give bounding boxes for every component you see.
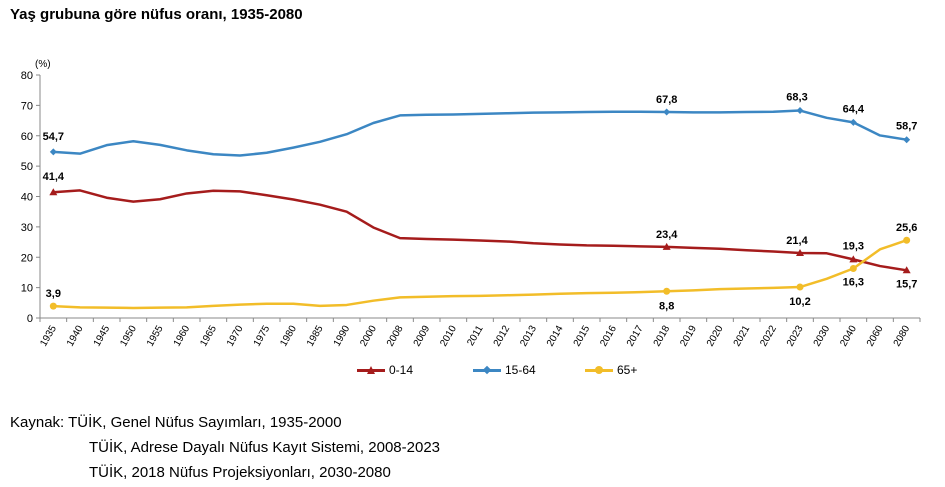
legend-marker: [482, 365, 492, 374]
x-tick-label: 1970: [225, 323, 246, 348]
x-tick-label: 2017: [625, 323, 646, 348]
data-label-15-64: 54,7: [43, 131, 64, 143]
x-tick-label: 2018: [652, 323, 673, 348]
x-tick-label: 1950: [118, 323, 139, 348]
source-row-3: TÜİK, 2018 Nüfus Projeksiyonları, 2030-2…: [10, 460, 440, 485]
source-line-3: TÜİK, 2018 Nüfus Projeksiyonları, 2030-2…: [89, 464, 391, 481]
x-tick-label: 1985: [305, 323, 326, 348]
x-tick-label: 2023: [785, 323, 806, 348]
data-point-0-14: [849, 255, 858, 263]
legend-label: 65+: [617, 363, 638, 377]
legend-swatch: [585, 365, 613, 374]
x-tick-label: 2080: [892, 323, 913, 348]
x-tick-label: 1990: [332, 323, 353, 348]
data-label-15-64: 58,7: [896, 121, 917, 133]
source-line-1: TÜİK, Genel Nüfus Sayımları, 1935-2000: [68, 414, 342, 431]
data-point-0-14: [902, 266, 911, 274]
x-tick-label: 2012: [492, 323, 513, 348]
series-line-0-14: [53, 189, 907, 272]
source-row-1: Kaynak: TÜİK, Genel Nüfus Sayımları, 193…: [10, 410, 440, 435]
x-tick-label: 1955: [145, 323, 166, 348]
x-tick-label: 2020: [705, 323, 726, 348]
x-tick-label: 1940: [65, 323, 86, 348]
y-tick-label: 70: [21, 100, 33, 112]
x-tick-label: 1935: [38, 323, 59, 348]
data-point-15-64: [49, 148, 57, 156]
data-label-15-64: 67,8: [656, 94, 677, 106]
x-tick-label: 2030: [812, 323, 833, 348]
data-point-15-64: [796, 107, 804, 115]
data-point-15-64: [903, 136, 911, 144]
x-tick-label: 2014: [545, 323, 566, 348]
legend-item-15-64: 15-64: [473, 363, 536, 377]
data-point-65: [663, 287, 671, 295]
source-note: Kaynak: TÜİK, Genel Nüfus Sayımları, 193…: [10, 410, 440, 485]
data-label-0-14: 15,7: [896, 278, 917, 290]
data-label-15-64: 64,4: [843, 103, 865, 115]
legend-item-0-14: 0-14: [357, 363, 413, 377]
data-label-15-64: 68,3: [786, 92, 807, 104]
x-tick-label: 1965: [198, 323, 219, 348]
legend-marker: [367, 365, 375, 374]
y-tick-label: 20: [21, 252, 33, 264]
data-label-65: 10,2: [789, 296, 810, 308]
data-point-0-14: [796, 248, 804, 256]
data-point-0-14: [662, 242, 671, 250]
y-tick-label: 40: [21, 192, 33, 204]
y-tick-label: 60: [21, 131, 33, 143]
data-label-0-14: 23,4: [656, 229, 678, 241]
data-label-65: 8,8: [659, 300, 674, 312]
data-label-0-14: 19,3: [843, 240, 864, 252]
x-tick-label: 2060: [865, 323, 886, 348]
x-tick-label: 2011: [465, 323, 485, 348]
x-tick-label: 2015: [572, 323, 593, 348]
source-label: Kaynak:: [10, 414, 65, 431]
x-tick-label: 1960: [172, 323, 193, 348]
series-line-15-64: [53, 109, 907, 157]
y-tick-label: 10: [21, 283, 33, 295]
x-tick-label: 1980: [278, 323, 299, 348]
data-point-65: [849, 264, 857, 272]
series-line-65: [53, 239, 908, 310]
y-tick-label: 30: [21, 222, 33, 234]
y-axis-label: (%): [35, 59, 51, 70]
data-point-65: [49, 302, 57, 310]
x-tick-label: 2021: [732, 323, 753, 348]
chart-legend: 0-14 15-64 65+: [0, 363, 945, 383]
legend-swatch: [473, 365, 501, 374]
chart-title: Yaş grubuna göre nüfus oranı, 1935-2080: [10, 6, 303, 23]
data-point-65: [903, 236, 911, 244]
data-point-0-14: [49, 188, 58, 196]
x-tick-label: 2009: [412, 323, 433, 348]
legend-label: 15-64: [505, 363, 536, 377]
data-point-15-64: [663, 108, 671, 116]
legend-marker: [595, 365, 603, 374]
x-tick-label: 1975: [252, 323, 273, 348]
legend-item-65: 65+: [585, 363, 637, 377]
legend-label: 0-14: [389, 363, 414, 377]
data-label-0-14: 41,4: [43, 171, 65, 183]
x-tick-label: 2010: [438, 323, 459, 348]
x-tick-label: 1945: [92, 323, 113, 348]
y-tick-label: 80: [21, 70, 33, 82]
y-tick-label: 50: [21, 161, 33, 173]
data-label-65: 25,6: [896, 222, 917, 234]
x-tick-label: 2022: [758, 323, 779, 348]
y-tick-label: 0: [27, 313, 33, 325]
data-label-0-14: 21,4: [786, 235, 808, 247]
x-tick-label: 2013: [518, 323, 539, 348]
x-tick-label: 2016: [598, 323, 619, 348]
source-line-2: TÜİK, Adrese Dayalı Nüfus Kayıt Sistemi,…: [89, 439, 440, 456]
data-point-65: [796, 283, 804, 291]
x-tick-label: 2040: [838, 323, 859, 348]
x-tick-label: 2008: [385, 323, 406, 348]
legend-swatch: [357, 365, 385, 374]
x-tick-label: 2000: [358, 323, 379, 348]
data-label-65: 3,9: [46, 288, 61, 300]
data-point-15-64: [849, 118, 857, 126]
source-row-2: TÜİK, Adrese Dayalı Nüfus Kayıt Sistemi,…: [10, 435, 440, 460]
x-tick-label: 2019: [678, 323, 699, 348]
data-label-65: 16,3: [843, 276, 864, 288]
